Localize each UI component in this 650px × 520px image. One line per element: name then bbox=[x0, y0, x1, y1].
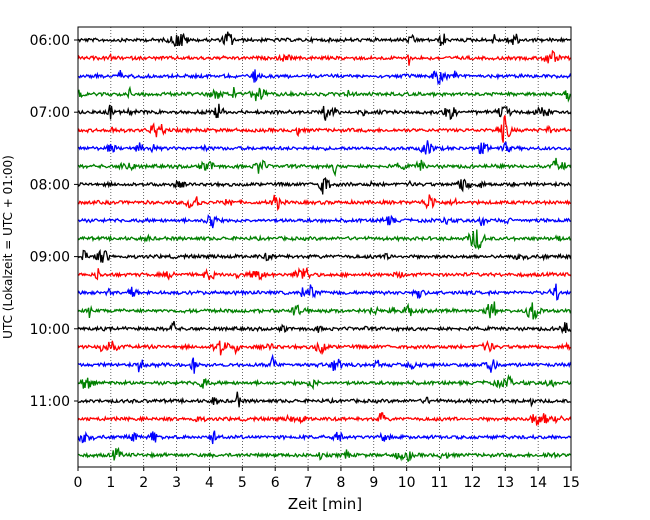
y-axis-ticks: 06:00 07:00 08:00 09:00 10:00 11:00 bbox=[30, 33, 78, 410]
x-tick-label: 8 bbox=[336, 475, 345, 491]
trace-0645 bbox=[77, 85, 572, 103]
trace-0700 bbox=[77, 103, 572, 121]
x-tick-label: 12 bbox=[463, 475, 481, 491]
y-tick-label: 06:00 bbox=[30, 33, 70, 49]
x-tick-label: 7 bbox=[304, 475, 313, 491]
trace-0930 bbox=[77, 283, 572, 301]
x-axis-ticks: 0 1 2 3 4 5 6 7 8 9 10 11 12 13 14 15 bbox=[74, 467, 580, 491]
plot-frame bbox=[77, 26, 572, 468]
trace-1100 bbox=[77, 391, 572, 408]
y-tick-label: 08:00 bbox=[30, 177, 70, 193]
x-tick-label: 11 bbox=[431, 475, 449, 491]
trace-0745 bbox=[77, 157, 572, 177]
trace-0900 bbox=[77, 248, 572, 263]
y-tick-label: 10:00 bbox=[30, 322, 70, 338]
trace-0945 bbox=[77, 301, 572, 320]
x-tick-label: 13 bbox=[496, 475, 514, 491]
x-tick-label: 2 bbox=[139, 475, 148, 491]
x-tick-label: 1 bbox=[106, 475, 115, 491]
y-tick-label: 09:00 bbox=[30, 250, 70, 266]
x-axis-label: Zeit [min] bbox=[288, 495, 362, 513]
trace-0800 bbox=[77, 177, 572, 195]
y-tick-label: 11:00 bbox=[30, 394, 70, 410]
trace-1045 bbox=[77, 373, 572, 391]
x-tick-label: 5 bbox=[238, 475, 247, 491]
trace-1130 bbox=[77, 430, 572, 445]
trace-0830 bbox=[77, 214, 572, 229]
trace-1115 bbox=[77, 412, 572, 426]
trace-0845 bbox=[77, 229, 572, 251]
x-tick-label: 15 bbox=[562, 475, 580, 491]
x-tick-label: 10 bbox=[398, 475, 416, 491]
trace-0815 bbox=[77, 194, 571, 212]
trace-0615 bbox=[77, 49, 572, 66]
trace-0915 bbox=[77, 266, 572, 281]
x-tick-label: 14 bbox=[529, 475, 547, 491]
trace-0715 bbox=[77, 115, 572, 143]
seismic-traces bbox=[77, 31, 572, 463]
grid-lines bbox=[110, 27, 539, 467]
trace-0730 bbox=[77, 140, 571, 155]
trace-1145 bbox=[77, 446, 572, 463]
y-tick-label: 07:00 bbox=[30, 105, 70, 121]
x-tick-label: 6 bbox=[271, 475, 280, 491]
trace-1015 bbox=[77, 339, 572, 356]
x-tick-label: 3 bbox=[172, 475, 181, 491]
x-tick-label: 0 bbox=[74, 475, 83, 491]
x-tick-label: 9 bbox=[369, 475, 378, 491]
trace-0630 bbox=[77, 69, 572, 86]
trace-0600 bbox=[77, 31, 572, 48]
trace-1000 bbox=[77, 320, 572, 335]
trace-1030 bbox=[77, 353, 572, 374]
x-tick-label: 4 bbox=[205, 475, 214, 491]
y-axis-label: UTC (Lokalzeit = UTC + 01:00) bbox=[1, 155, 15, 339]
